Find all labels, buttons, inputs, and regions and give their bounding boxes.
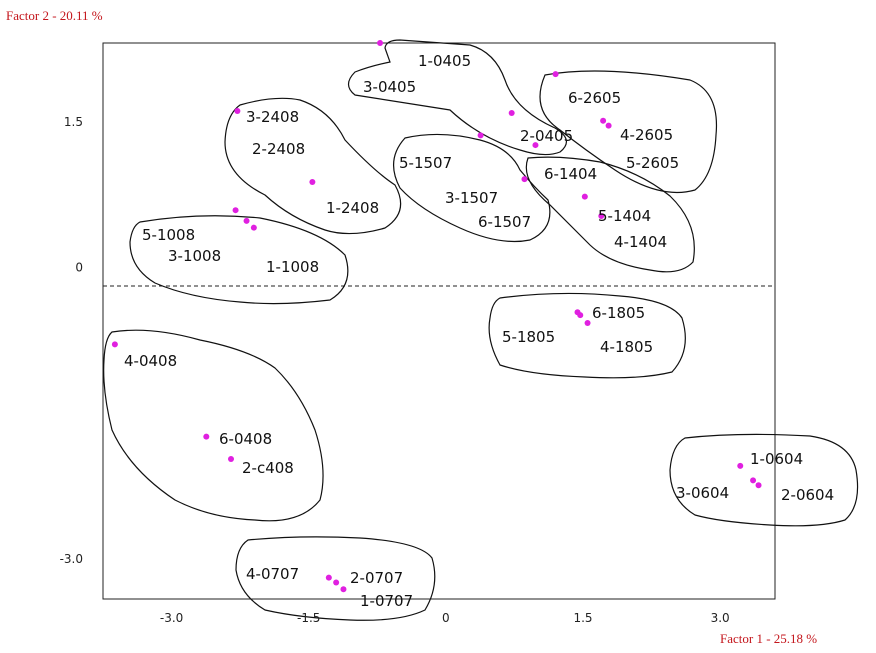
plot-frame: [102, 42, 776, 600]
cluster-outline-0707: [235, 536, 436, 621]
point-label: 5-1008: [142, 226, 195, 244]
data-point: [598, 213, 605, 220]
point-label: 3-1507: [445, 189, 498, 207]
cluster-outline-0405: [347, 39, 567, 156]
data-points: [111, 40, 762, 593]
point-label: 2-c408: [242, 459, 294, 477]
x-axis-title: Factor 1 - 25.18 %: [720, 631, 817, 646]
point-label: 3-1008: [168, 247, 221, 265]
cluster-outline-0408: [103, 329, 324, 522]
x-tick-label: -3.0: [160, 611, 183, 625]
point-label: 6-0408: [219, 430, 272, 448]
data-point: [250, 224, 257, 231]
point-label: 6-1507: [478, 213, 531, 231]
point-label: 3-2408: [246, 108, 299, 126]
point-label: 2-2408: [252, 140, 305, 158]
point-label: 5-1805: [502, 328, 555, 346]
data-point: [477, 132, 484, 139]
cluster-outline-1404: [525, 156, 695, 273]
point-label: 4-1805: [600, 338, 653, 356]
point-label: 1-1008: [266, 258, 319, 276]
data-point: [243, 217, 250, 224]
point-label: 4-0408: [124, 352, 177, 370]
point-label: 5-1507: [399, 154, 452, 172]
cluster-outline-2605: [539, 70, 718, 194]
data-point: [203, 433, 210, 440]
data-point: [111, 341, 118, 348]
point-label: 6-1404: [544, 165, 597, 183]
point-label: 2-0604: [781, 486, 834, 504]
y-tick-labels: 1.5 0 -3.0: [60, 115, 83, 566]
y-axis-title: Factor 2 - 20.11 %: [6, 8, 103, 23]
point-label: 3-0604: [676, 484, 729, 502]
x-tick-label: 0: [442, 611, 450, 625]
point-label: 6-2605: [568, 89, 621, 107]
data-point: [552, 71, 559, 78]
data-point: [584, 319, 591, 326]
point-label: 1-0604: [750, 450, 803, 468]
data-point: [581, 193, 588, 200]
data-point: [508, 109, 515, 116]
point-label: 2-0405: [520, 127, 573, 145]
cluster-outlines: [103, 39, 859, 621]
data-point: [737, 462, 744, 469]
data-point: [577, 312, 584, 319]
x-tick-labels: -3.0 -1.5 0 1.5 3.0: [160, 611, 730, 625]
data-point: [228, 456, 234, 463]
point-label: 4-0707: [246, 565, 299, 583]
point-label: 4-2605: [620, 126, 673, 144]
point-label: 6-1805: [592, 304, 645, 322]
cluster-outline-1507: [393, 133, 551, 243]
y-tick-label: 0: [75, 261, 83, 275]
cluster-outline-1008: [129, 215, 349, 305]
data-point: [600, 117, 607, 124]
data-point: [532, 142, 539, 149]
point-label: 4-1404: [614, 233, 667, 251]
data-point: [521, 176, 528, 183]
x-tick-label: 3.0: [711, 611, 730, 625]
point-label: 1-0707: [360, 592, 413, 610]
axis-titles: Factor 2 - 20.11 % Factor 1 - 25.18 %: [6, 8, 817, 646]
point-label: 5-1404: [598, 207, 651, 225]
data-point: [309, 179, 316, 185]
data-point: [325, 574, 332, 581]
data-point: [377, 40, 384, 46]
point-label: 1-0405: [418, 52, 471, 70]
cluster-outline-2408: [224, 97, 402, 235]
data-point: [750, 477, 757, 484]
data-point: [755, 482, 762, 489]
data-point: [340, 586, 347, 593]
data-point: [333, 579, 340, 586]
cluster-outline-1805: [488, 292, 686, 379]
cluster-outline-0604: [669, 433, 859, 527]
point-label: 1-2408: [326, 199, 379, 217]
y-tick-label: -3.0: [60, 552, 83, 566]
point-label: 5-2605: [626, 154, 679, 172]
point-label: 2-0707: [350, 569, 403, 587]
data-point: [234, 108, 241, 115]
data-point: [232, 207, 239, 214]
point-label: 3-0405: [363, 78, 416, 96]
x-tick-label: -1.5: [297, 611, 320, 625]
data-point: [605, 122, 612, 129]
y-tick-label: 1.5: [64, 115, 83, 129]
x-tick-label: 1.5: [573, 611, 592, 625]
